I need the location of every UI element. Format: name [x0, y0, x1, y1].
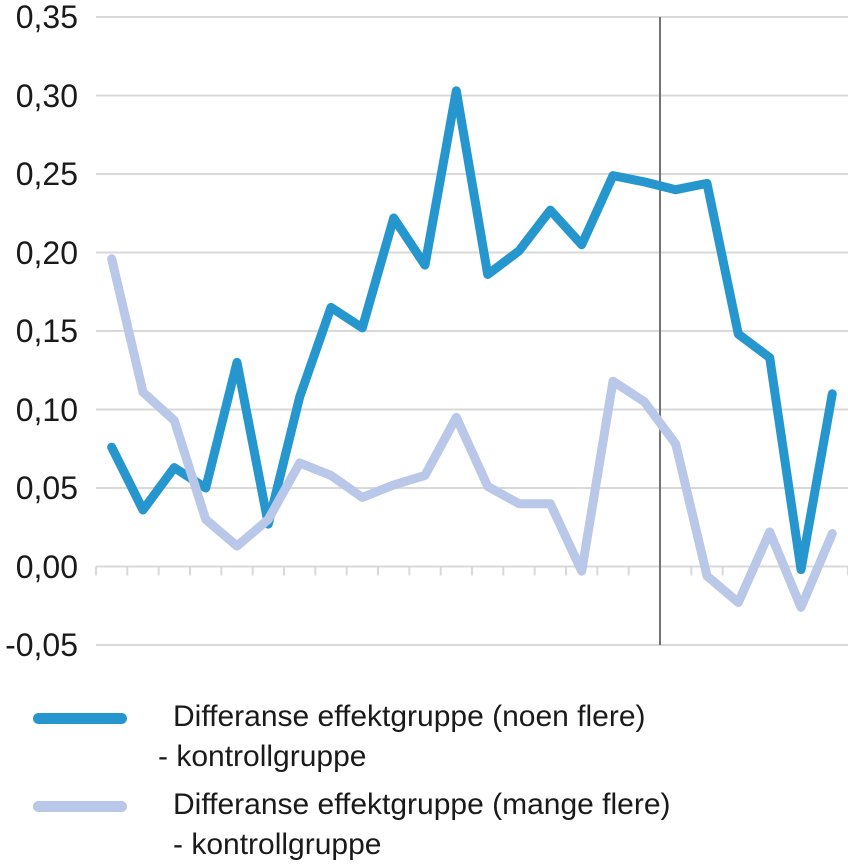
- y-axis-label: 0,10: [15, 391, 78, 428]
- y-axis-label: 0,20: [15, 234, 78, 271]
- legend-swatch-noen-flere: [33, 713, 127, 724]
- legend-label-line1: Differanse effektgruppe (noen flere): [173, 700, 646, 733]
- legend-label-line1: Differanse effektgruppe (mange flere): [173, 788, 671, 821]
- y-axis-label: 0,05: [15, 470, 78, 506]
- y-axis-label: 0,25: [15, 156, 78, 192]
- series-line-mange-flere: [107, 254, 837, 612]
- y-axis-label: 0,35: [15, 0, 78, 35]
- series-line-noen-flere: [107, 86, 837, 575]
- legend-label-line2: - kontrollgruppe: [158, 740, 367, 773]
- y-axis-label: -0,05: [5, 627, 78, 663]
- y-axis-label: 0,00: [15, 548, 78, 585]
- legend-item-noen-flere: Differanse effektgruppe (noen flere) - k…: [33, 697, 646, 777]
- legend-item-mange-flere: Differanse effektgruppe (mange flere) - …: [33, 785, 671, 865]
- legend-swatch-mange-flere: [33, 801, 127, 812]
- legend-label-line2: - kontrollgruppe: [173, 828, 382, 861]
- y-axis-label: 0,30: [15, 77, 78, 114]
- y-axis-label: 0,15: [15, 313, 78, 349]
- plot-area: [95, 16, 848, 646]
